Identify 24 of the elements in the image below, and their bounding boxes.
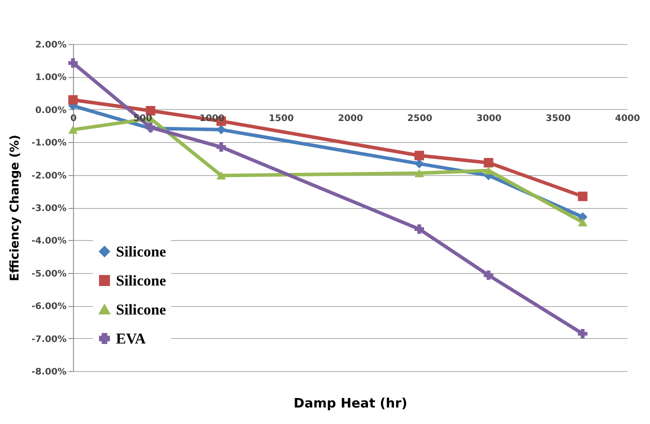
y-tick-label: -3.00% [32, 204, 66, 214]
x-tick-label: 2500 [407, 114, 432, 124]
y-tick-label: -4.00% [32, 236, 66, 247]
y-tick-label: 2.00% [35, 40, 66, 50]
x-tick-label: 2000 [338, 114, 364, 124]
x-tick-label: 1500 [268, 114, 294, 124]
legend-label: EVA [116, 332, 146, 348]
legend-label: Silicone [116, 274, 166, 290]
y-tick-label: -5.00% [32, 269, 66, 280]
y-tick-label: -2.00% [32, 171, 66, 182]
x-tick-label: 3500 [546, 114, 571, 124]
legend-label: Silicone [116, 244, 166, 260]
y-tick-label: -8.00% [32, 368, 66, 378]
x-tick-label: 4000 [614, 114, 640, 124]
y-tick-label: -6.00% [32, 302, 66, 312]
x-tick-label: 0 [70, 114, 77, 124]
y-tick-label: -7.00% [32, 334, 66, 345]
y-axis-title: Efficiency Change (%) [8, 134, 22, 282]
y-tick-label: -1.00% [32, 138, 66, 149]
x-axis-title: Damp Heat (hr) [294, 396, 408, 412]
y-tick-label: 1.00% [35, 73, 66, 84]
x-tick-label: 3000 [476, 114, 502, 124]
y-tick-label: 0.00% [35, 106, 66, 116]
legend-label: Silicone [116, 302, 166, 318]
